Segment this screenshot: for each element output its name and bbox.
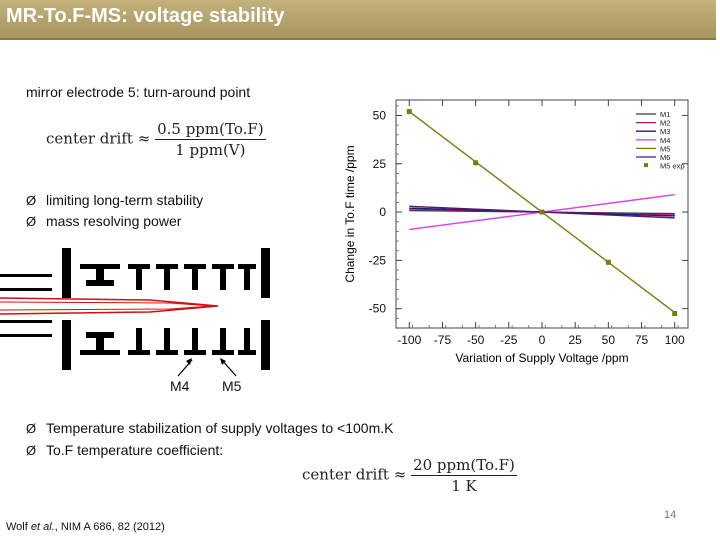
- x-tick-label: 0: [539, 333, 546, 347]
- series-layer: [406, 109, 678, 317]
- bullet-text: limiting long-term stability: [46, 192, 204, 208]
- series-point-m5-exp: [605, 259, 611, 265]
- title-bar: MR-To.F-MS: voltage stability: [0, 0, 716, 40]
- legend-label: M2: [660, 119, 670, 128]
- formula-bottom-approx: ≈: [393, 465, 407, 484]
- tube-wall-lower-inner: [0, 320, 52, 323]
- legend-swatch: [644, 163, 648, 168]
- legend-label: M5: [660, 144, 670, 153]
- bullet-text: To.F temperature coefficient:: [46, 442, 224, 458]
- x-axis-label: Variation of Supply Voltage /ppm: [455, 351, 628, 365]
- x-tick-label: -100: [397, 333, 421, 347]
- series-point-m5-exp: [539, 209, 545, 215]
- ion-trajectory-inner: [0, 301, 213, 311]
- label-m4: M4: [170, 378, 190, 394]
- citation: Wolf et al., NIM A 686, 82 (2012): [6, 521, 165, 533]
- y-tick-label: 25: [373, 157, 387, 171]
- y-tick-label: 50: [373, 108, 387, 122]
- arrow-m4-head: [186, 358, 192, 365]
- formula-top: center drift ≈ 0.5 ppm(To.F) 1 ppm(V): [46, 120, 266, 159]
- label-m5: M5: [222, 378, 242, 394]
- legend-label: M3: [660, 127, 670, 136]
- tube-wall-lower-outer: [0, 334, 52, 337]
- bullet-text: mass resolving power: [46, 213, 182, 229]
- legend-label: M6: [660, 153, 670, 162]
- end-plate-right-top: [261, 248, 270, 298]
- y-tick-label: -25: [369, 253, 387, 267]
- formula-top-approx: ≈: [137, 129, 151, 148]
- bullet-arrow-icon: Ø: [26, 443, 37, 458]
- legend-label: M5 exp: [660, 162, 685, 171]
- formula-bottom-lhs: center drift: [302, 465, 389, 484]
- formula-bottom: center drift ≈ 20 ppm(To.F) 1 K: [302, 456, 517, 495]
- formula-top-denominator: 1 ppm(V): [175, 141, 246, 159]
- tube-wall-upper-inner: [0, 288, 52, 291]
- x-tick-label: -75: [434, 333, 452, 347]
- series-point-m5-exp: [473, 160, 479, 166]
- formula-top-fraction: 0.5 ppm(To.F) 1 ppm(V): [155, 120, 266, 159]
- x-tick-label: -25: [500, 333, 518, 347]
- x-tick-label: 75: [635, 333, 649, 347]
- bullet-arrow-icon: Ø: [26, 214, 37, 229]
- series-point-m5-exp: [672, 311, 678, 317]
- legend-label: M4: [660, 136, 670, 145]
- grid-layer: [395, 105, 679, 328]
- tick-layer: -100 -75 -50 -25 0 25 50 75 100 -50 -25 0 25 50: [369, 100, 688, 347]
- ion-trajectory: [0, 297, 219, 315]
- end-plate-left-top: [62, 248, 71, 298]
- end-plate-right-bottom: [261, 320, 270, 370]
- formula-bottom-fraction: 20 ppm(To.F) 1 K: [411, 456, 517, 495]
- bullet-arrow-icon: Ø: [26, 193, 37, 208]
- formula-bottom-denominator: 1 K: [451, 477, 477, 495]
- citation-rest: , NIM A 686, 82 (2012): [54, 521, 165, 533]
- bullet-arrow-icon: Ø: [26, 421, 37, 436]
- end-plate-left-bottom: [62, 320, 71, 370]
- x-tick-label: 25: [569, 333, 583, 347]
- x-tick-label: 50: [602, 333, 616, 347]
- x-tick-label: -50: [467, 333, 485, 347]
- y-tick-label: 0: [379, 205, 386, 219]
- formula-top-numerator: 0.5 ppm(To.F): [155, 120, 266, 140]
- page-number: 14: [664, 509, 677, 521]
- tube-wall-upper-outer: [0, 274, 52, 277]
- legend-label: M1: [660, 110, 670, 119]
- x-tick-label: 100: [665, 333, 685, 347]
- citation-etal: et al.: [30, 521, 55, 533]
- bullet-item: Ø Temperature stabilization of supply vol…: [26, 420, 393, 436]
- y-axis-label: Change in To.F time /ppm: [343, 145, 357, 282]
- bullet-text: Temperature stabilization of supply volt…: [46, 420, 394, 436]
- series-point-m5-exp: [406, 109, 412, 115]
- formula-top-lhs: center drift: [46, 129, 133, 148]
- formula-bottom-numerator: 20 ppm(To.F): [411, 456, 517, 476]
- electrode-diagram: [0, 248, 270, 377]
- bullet-item: Ø To.F temperature coefficient:: [26, 442, 223, 458]
- slide-subtitle: mirror electrode 5: turn-around point: [26, 84, 251, 100]
- slide-title: MR-To.F-MS: voltage stability: [6, 5, 285, 27]
- arrow-m5-head: [220, 358, 226, 365]
- y-tick-label: -50: [369, 302, 387, 316]
- citation-author: Wolf: [6, 521, 31, 533]
